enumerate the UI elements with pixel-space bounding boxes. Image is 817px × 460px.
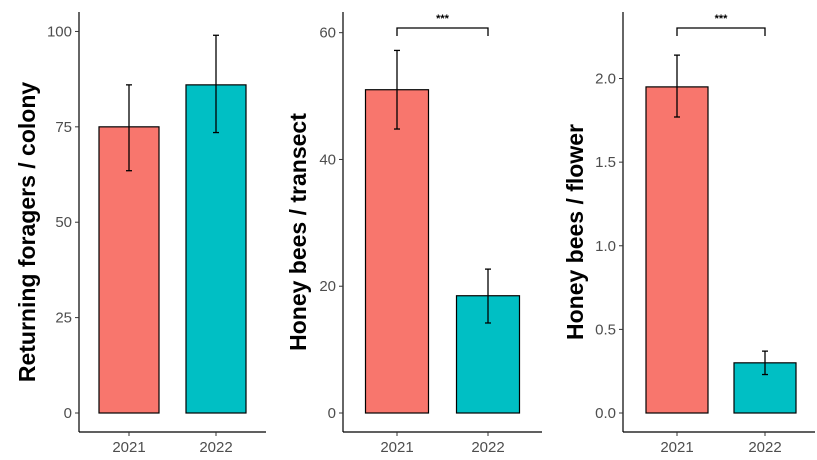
y-tick-label: 100 xyxy=(47,23,72,40)
y-tick-label: 50 xyxy=(55,214,72,231)
y-tick-label: 60 xyxy=(319,25,336,42)
bar-2021 xyxy=(645,86,709,414)
y-tick-label: 40 xyxy=(319,151,336,168)
x-tick-label: 2022 xyxy=(748,439,781,455)
y-tick-label: 1.5 xyxy=(595,154,616,171)
panel-returning-foragers: 0 25 50 75 100 2021 2022 Returning foragers / c… xyxy=(14,12,266,456)
y-tick-label: 75 xyxy=(55,119,72,136)
significance-bracket xyxy=(676,27,766,36)
y-axis-title-honey-bees-flower: Honey bees / flower xyxy=(562,124,588,340)
x-tick-label: 2021 xyxy=(380,439,413,455)
bar-2021 xyxy=(98,126,160,414)
significance-label: *** xyxy=(715,13,729,25)
y-tick-label: 0.5 xyxy=(595,321,616,338)
y-tick-label: 0.0 xyxy=(595,405,616,422)
y-tick-label: 1.0 xyxy=(595,238,616,255)
y-tick-label: 2.0 xyxy=(595,71,616,88)
significance-bracket xyxy=(396,27,489,36)
significance-label: *** xyxy=(436,13,450,25)
x-tick-label: 2021 xyxy=(660,439,693,455)
y-tick-label: 0 xyxy=(64,405,72,422)
y-axis-title-honey-bees-transect: Honey bees / transect xyxy=(285,113,311,351)
panel-honey-bees-flower: 0.0 0.5 1.0 1.5 2.0 2021 2022 *** Honey bees / f… xyxy=(562,12,815,456)
y-axis-title-returning-foragers: Returning foragers / colony xyxy=(14,82,40,383)
x-tick-label: 2021 xyxy=(112,439,145,455)
bar-2022 xyxy=(185,84,247,414)
y-tick-label: 20 xyxy=(319,278,336,295)
bar-2021 xyxy=(364,89,430,414)
x-tick-label: 2022 xyxy=(471,439,504,455)
x-tick-label: 2022 xyxy=(199,439,232,455)
y-tick-label: 0 xyxy=(328,405,336,422)
y-tick-label: 25 xyxy=(55,310,72,327)
panel-honey-bees-transect: 0 20 40 60 2021 2022 *** Honey bees / transect xyxy=(285,12,542,456)
